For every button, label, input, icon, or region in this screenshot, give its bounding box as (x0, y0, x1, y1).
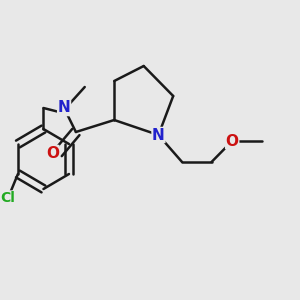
Text: O: O (46, 146, 59, 160)
Text: O: O (226, 134, 239, 148)
Text: N: N (152, 128, 165, 142)
Text: N: N (58, 100, 70, 116)
Text: Cl: Cl (1, 191, 16, 205)
